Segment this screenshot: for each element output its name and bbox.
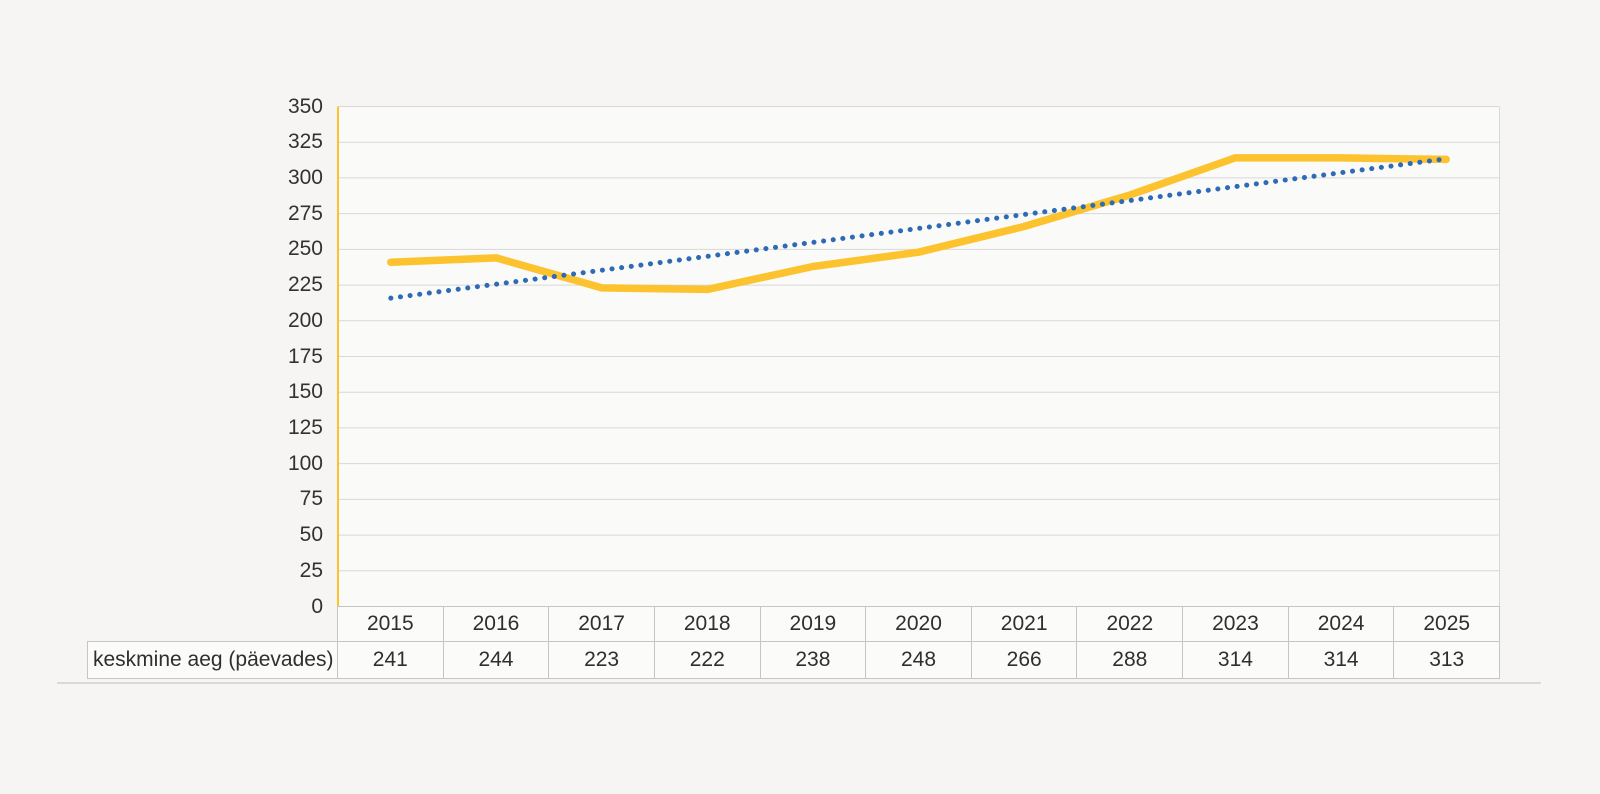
year-cell: 2019	[759, 607, 866, 641]
year-cell: 2020	[865, 607, 971, 641]
y-axis-tick-label: 100	[287, 451, 323, 475]
y-axis-tick-label: 350	[287, 94, 323, 118]
year-cell: 2025	[1393, 607, 1499, 641]
series-row-label: keskmine aeg (päevades)	[93, 648, 334, 671]
series-row-label-cell: keskmine aeg (päevades)	[87, 641, 338, 679]
year-cell: 2024	[1287, 607, 1394, 641]
value-cell: 248	[865, 642, 971, 678]
year-cell: 2017	[548, 607, 654, 641]
year-cell: 2018	[653, 607, 760, 641]
trendline-dotted	[388, 156, 1449, 301]
value-cell: 222	[653, 642, 760, 678]
y-axis-tick-label: 275	[287, 201, 323, 225]
y-axis-tick-label: 200	[287, 308, 323, 332]
y-axis-tick-label: 75	[299, 487, 323, 511]
y-axis-tick-label: 25	[299, 558, 323, 582]
y-axis-tick-label: 150	[287, 380, 323, 404]
year-cell: 2023	[1182, 607, 1288, 641]
value-cell: 241	[372, 648, 408, 671]
y-axis-tick-label: 175	[287, 344, 323, 368]
data-table-values-row: 241 244 223 222 238 248 266 288 314 314 313	[337, 641, 1500, 679]
y-axis-tick-label: 300	[287, 165, 323, 189]
y-axis-tick-label: 50	[299, 523, 323, 547]
y-axis-tick-label: 325	[287, 130, 323, 154]
value-cell: 266	[970, 642, 1077, 678]
value-cell: 288	[1076, 642, 1182, 678]
value-cell: 244	[442, 642, 549, 678]
value-cell: 313	[1393, 642, 1499, 678]
table-bottom-divider	[57, 682, 1541, 684]
x-axis-year-row: 2015 2016 2017 2018 2019 2020 2021 2022 2023 2024…	[337, 606, 1500, 642]
year-cell: 2015	[366, 612, 414, 635]
value-cell: 314	[1287, 642, 1394, 678]
year-cell: 2021	[970, 607, 1077, 641]
y-axis-tick-label: 0	[311, 594, 323, 618]
year-cell: 2016	[442, 607, 549, 641]
year-cell: 2022	[1076, 607, 1182, 641]
series-line-keskmine-aeg	[387, 154, 1450, 294]
value-cell: 223	[548, 642, 654, 678]
value-cell: 314	[1182, 642, 1288, 678]
y-axis-tick-label: 125	[287, 415, 323, 439]
value-cell: 238	[759, 642, 866, 678]
y-axis-tick-label: 250	[287, 237, 323, 261]
y-axis-tick-label: 225	[287, 273, 323, 297]
line-chart-plot	[337, 106, 1500, 607]
